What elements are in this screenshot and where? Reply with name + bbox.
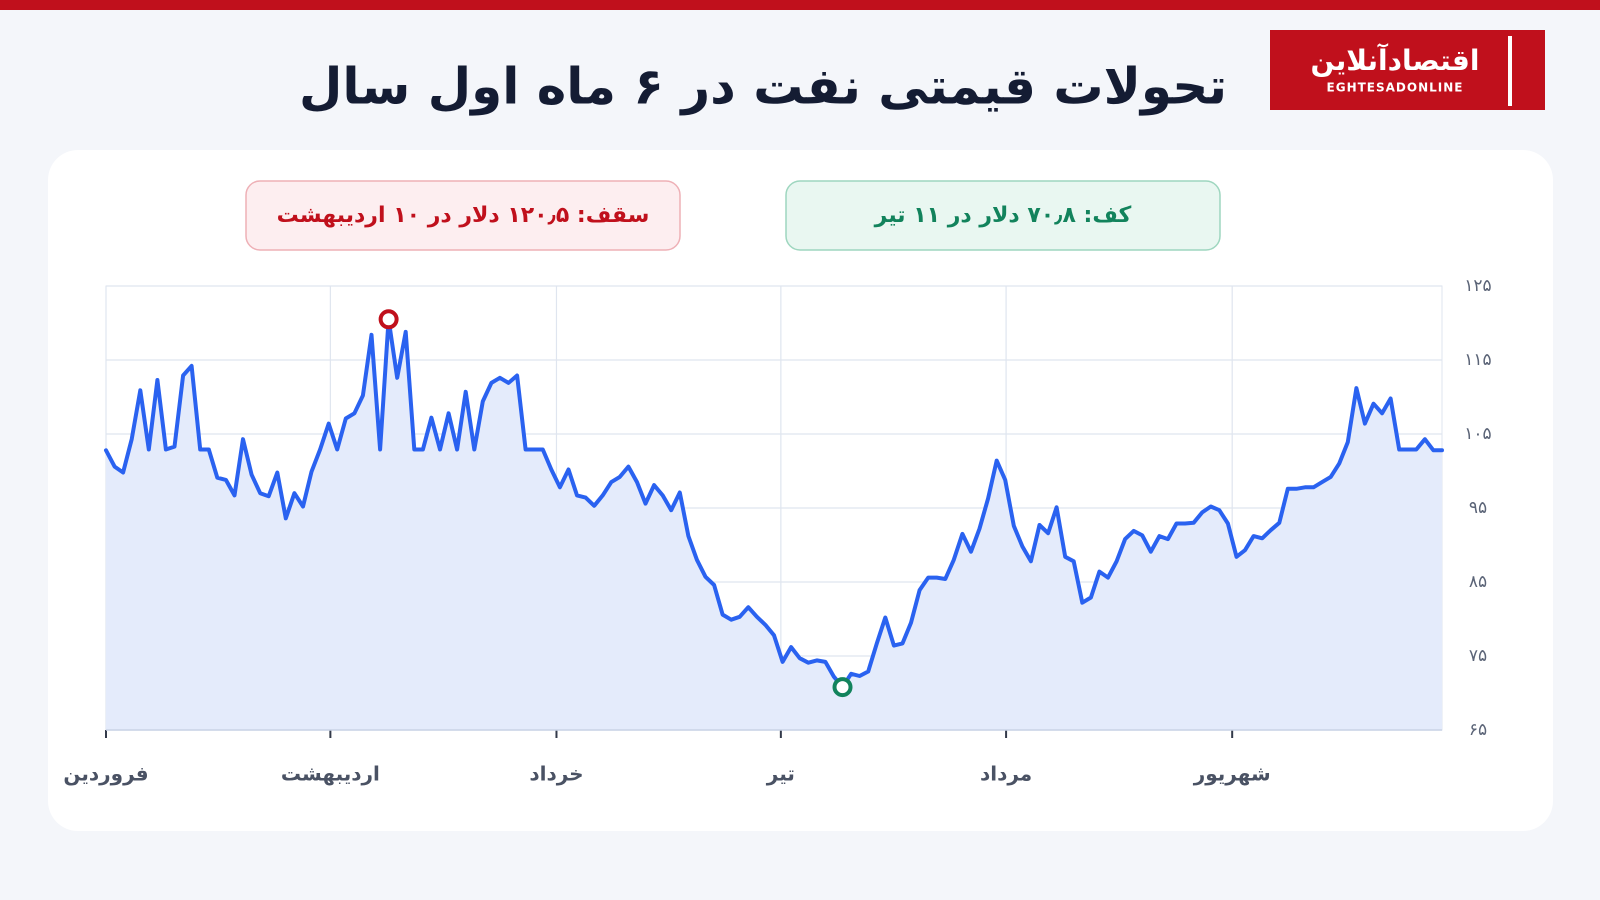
x-tick-label: شهریور [1193,762,1271,786]
logo-box [1270,30,1545,110]
top-bar [0,0,1600,10]
logo-name: اقتصادآنلاین [1311,43,1480,77]
x-tick-label: اردیبهشت [281,762,380,786]
y-tick-label: ۶۵ [1469,720,1487,740]
y-tick-label: ۹۵ [1469,498,1487,518]
area [106,319,1442,730]
high-box [245,180,681,251]
low-marker [832,677,853,698]
x-tick-label: فروردین [63,762,148,786]
y-tick-label: ۱۱۵ [1464,350,1491,370]
logo-latin: EGHTESADONLINE [1327,81,1464,95]
high-marker [378,309,399,330]
x-tick-label: تیر [766,762,795,786]
logo-bar [1508,36,1512,106]
line [104,317,1444,690]
chart-title: تحولات قیمتی نفت در ۶ ماه اول سال [299,58,1227,117]
y-tick-label: ۱۲۵ [1464,276,1491,296]
plot: ۶۵ ۷۵ ۸۵ ۹۵ ۱۰۵ ۱۱۵ ۱۲۵ فروردین اردیبهشت خرداد تیر… [63,276,1491,786]
y-tick-label: ۱۰۵ [1464,424,1491,444]
x-tick-label: خرداد [529,762,583,786]
low-annotation: کف: ۷۰٫۸ دلار در ۱۱ تیر [874,203,1132,228]
y-tick-label: ۸۵ [1469,572,1487,592]
x-tick-label: مرداد [980,762,1032,786]
y-tick-label: ۷۵ [1469,646,1487,666]
low-box [785,180,1221,251]
high-annotation: سقف: ۱۲۰٫۵ دلار در ۱۰ اردیبهشت [277,203,650,228]
